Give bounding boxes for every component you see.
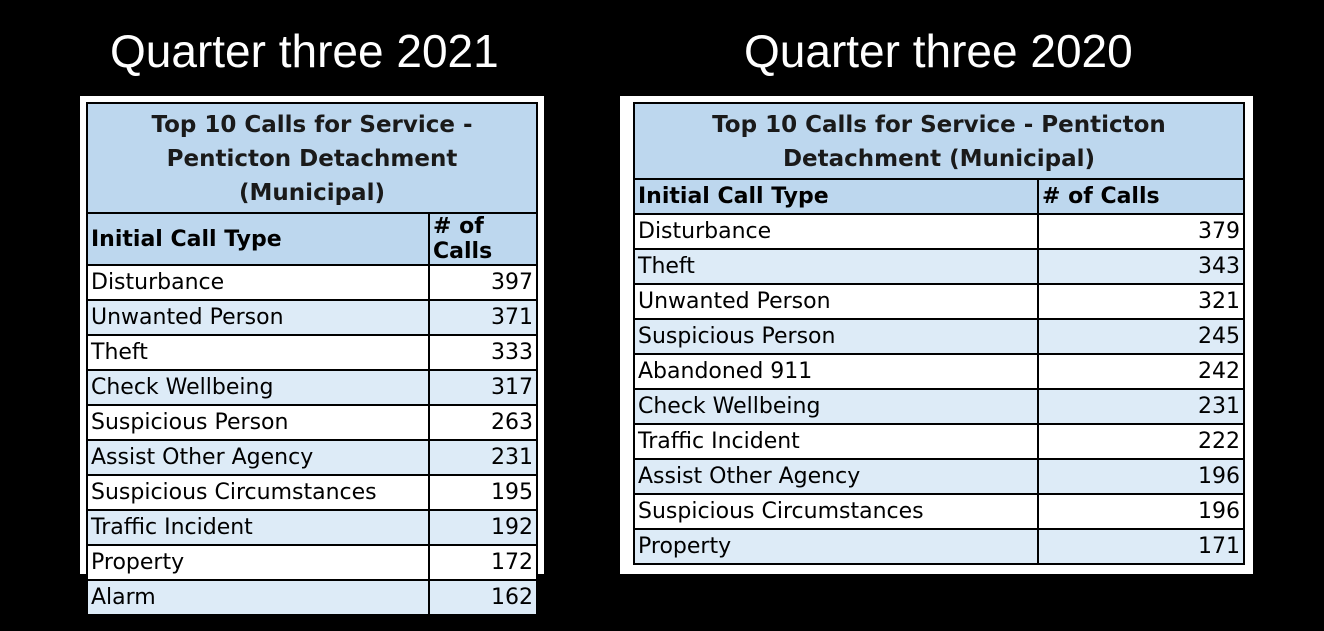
table-row: Disturbance 379 — [633, 213, 1245, 250]
table-row: Assist Other Agency 231 — [86, 439, 538, 476]
call-type-cell: Suspicious Person — [633, 318, 1039, 355]
table-row: Assist Other Agency 196 — [633, 458, 1245, 495]
call-count-cell: 231 — [1037, 388, 1245, 425]
column-header-num-calls: # of Calls — [428, 212, 538, 266]
table-row: Property 172 — [86, 544, 538, 581]
column-header-call-type: Initial Call Type — [86, 212, 430, 266]
table-row: Traffic Incident 192 — [86, 509, 538, 546]
call-type-cell: Unwanted Person — [633, 283, 1039, 320]
table-panel-2020: Top 10 Calls for Service - Penticton Det… — [620, 96, 1253, 574]
table-row: Suspicious Circumstances 196 — [633, 493, 1245, 530]
calls-table-2021: Top 10 Calls for Service - Penticton Det… — [86, 102, 538, 616]
table-panel-2021: Top 10 Calls for Service - Penticton Det… — [80, 96, 544, 616]
call-type-cell: Property — [633, 528, 1039, 565]
call-count-cell: 317 — [428, 369, 538, 406]
call-count-cell: 162 — [428, 579, 538, 616]
call-count-cell: 397 — [428, 264, 538, 301]
table-row: Disturbance 397 — [86, 264, 538, 301]
call-count-cell: 195 — [428, 474, 538, 511]
call-count-cell: 343 — [1037, 248, 1245, 285]
table-row: Property 171 — [633, 528, 1245, 565]
table-row: Traffic Incident 222 — [633, 423, 1245, 460]
table-row: Unwanted Person 371 — [86, 299, 538, 336]
heading-quarter-three-2021: Quarter three 2021 — [110, 25, 499, 77]
call-count-cell: 371 — [428, 299, 538, 336]
call-type-cell: Unwanted Person — [86, 299, 430, 336]
table-row: Suspicious Person 263 — [86, 404, 538, 441]
call-count-cell: 196 — [1037, 493, 1245, 530]
table-title: Top 10 Calls for Service - Penticton Det… — [633, 102, 1245, 180]
call-type-cell: Check Wellbeing — [633, 388, 1039, 425]
call-type-cell: Check Wellbeing — [86, 369, 430, 406]
call-type-cell: Suspicious Circumstances — [86, 474, 430, 511]
table-row: Alarm 162 — [86, 579, 538, 616]
call-count-cell: 196 — [1037, 458, 1245, 495]
call-type-cell: Assist Other Agency — [633, 458, 1039, 495]
call-type-cell: Theft — [86, 334, 430, 371]
call-type-cell: Theft — [633, 248, 1039, 285]
call-count-cell: 263 — [428, 404, 538, 441]
call-count-cell: 242 — [1037, 353, 1245, 390]
call-count-cell: 192 — [428, 509, 538, 546]
table-row: Check Wellbeing 317 — [86, 369, 538, 406]
call-type-cell: Suspicious Circumstances — [633, 493, 1039, 530]
call-type-cell: Property — [86, 544, 430, 581]
table-row: Unwanted Person 321 — [633, 283, 1245, 320]
table-row: Abandoned 911 242 — [633, 353, 1245, 390]
column-header-num-calls: # of Calls — [1037, 178, 1245, 215]
table-row: Theft 343 — [633, 248, 1245, 285]
call-type-cell: Disturbance — [633, 213, 1039, 250]
table-row: Theft 333 — [86, 334, 538, 371]
call-type-cell: Alarm — [86, 579, 430, 616]
call-count-cell: 321 — [1037, 283, 1245, 320]
call-count-cell: 171 — [1037, 528, 1245, 565]
heading-quarter-three-2020: Quarter three 2020 — [744, 25, 1133, 77]
call-count-cell: 333 — [428, 334, 538, 371]
call-count-cell: 172 — [428, 544, 538, 581]
call-type-cell: Abandoned 911 — [633, 353, 1039, 390]
table-title: Top 10 Calls for Service - Penticton Det… — [86, 102, 538, 214]
table-row: Suspicious Circumstances 195 — [86, 474, 538, 511]
call-count-cell: 222 — [1037, 423, 1245, 460]
call-type-cell: Disturbance — [86, 264, 430, 301]
call-count-cell: 245 — [1037, 318, 1245, 355]
call-count-cell: 231 — [428, 439, 538, 476]
call-count-cell: 379 — [1037, 213, 1245, 250]
table-row: Suspicious Person 245 — [633, 318, 1245, 355]
calls-table-2020: Top 10 Calls for Service - Penticton Det… — [633, 102, 1245, 565]
table-row: Check Wellbeing 231 — [633, 388, 1245, 425]
call-type-cell: Suspicious Person — [86, 404, 430, 441]
column-header-call-type: Initial Call Type — [633, 178, 1039, 215]
call-type-cell: Assist Other Agency — [86, 439, 430, 476]
call-type-cell: Traffic Incident — [633, 423, 1039, 460]
call-type-cell: Traffic Incident — [86, 509, 430, 546]
